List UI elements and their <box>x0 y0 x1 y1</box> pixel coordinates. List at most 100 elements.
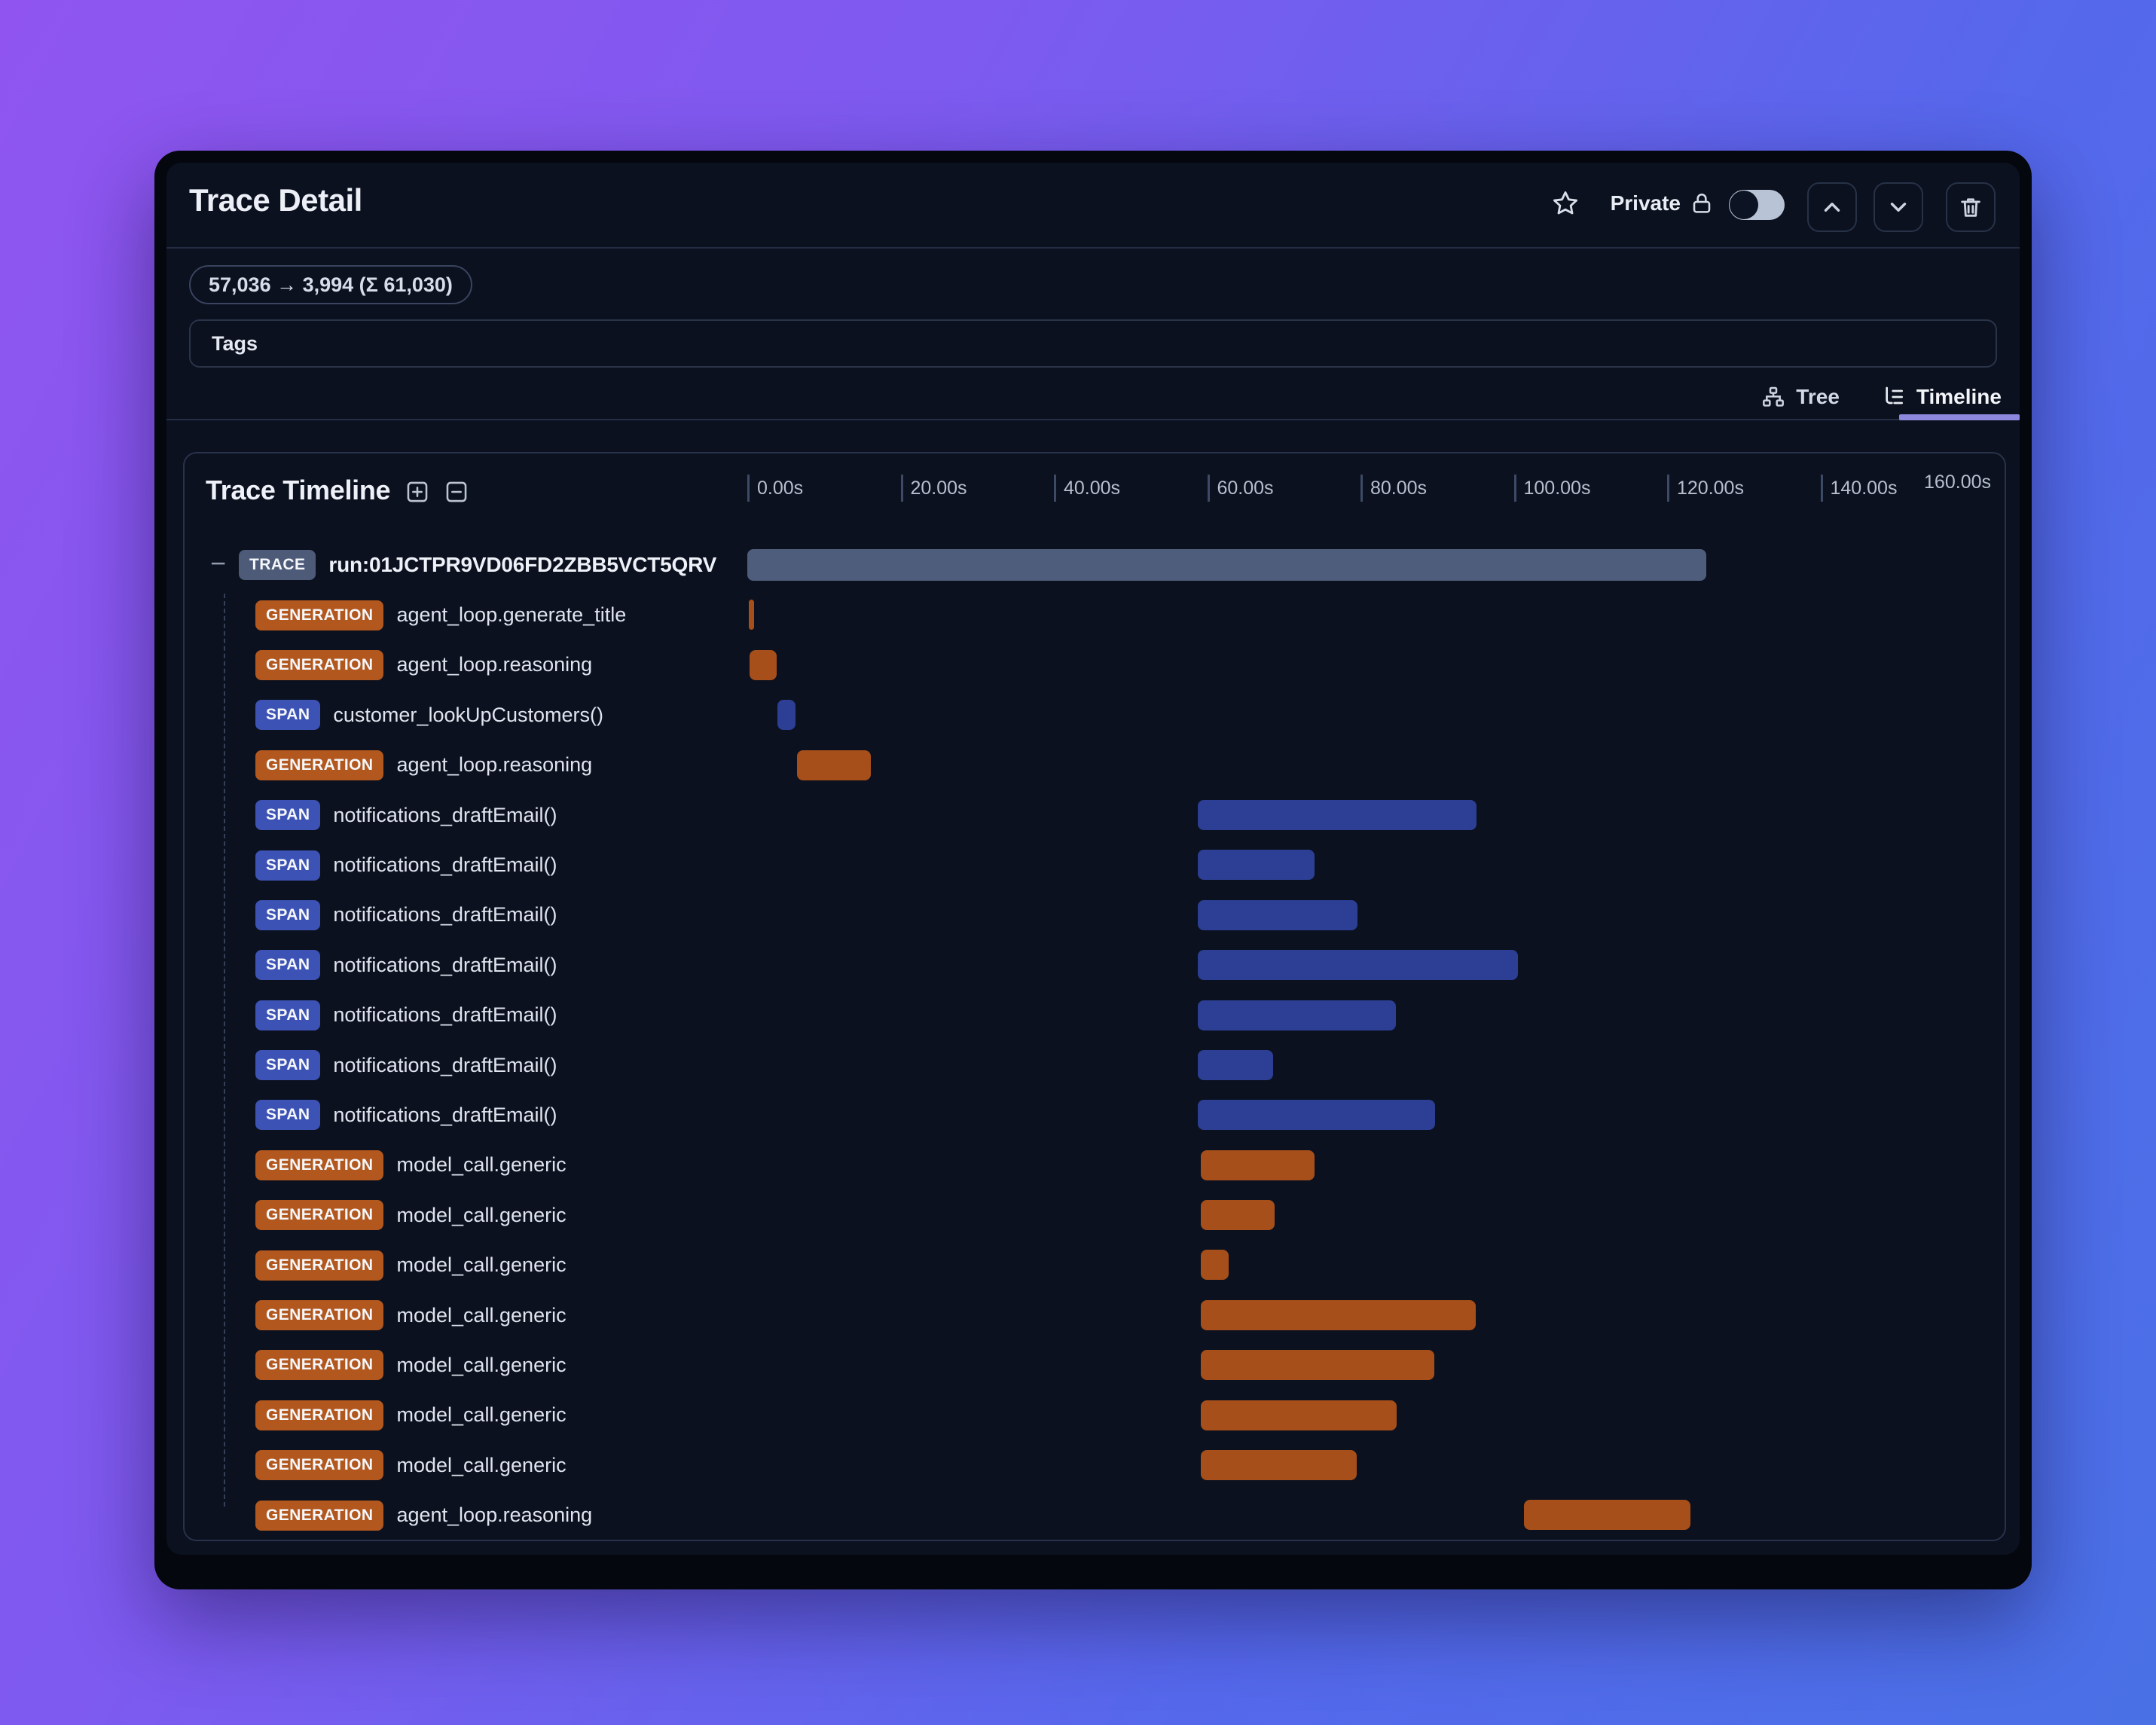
star-icon[interactable] <box>1551 189 1580 218</box>
timeline-row[interactable]: GENERATION agent_loop.generate_title <box>185 590 2005 640</box>
timeline-bar[interactable] <box>750 649 777 680</box>
tick-mark <box>1360 475 1363 502</box>
observation-name: notifications_draftEmail() <box>333 1003 557 1027</box>
tick-mark <box>1207 475 1210 502</box>
axis-tick: 140.00s <box>1820 475 1897 502</box>
observation-name: agent_loop.reasoning <box>396 1504 593 1527</box>
observation-name: customer_lookUpCustomers() <box>333 703 603 726</box>
tick-label: 0.00s <box>757 477 804 499</box>
row-label: GENERATION model_call.generic <box>185 1290 566 1340</box>
privacy-toggle[interactable] <box>1729 190 1785 220</box>
timeline-bar[interactable] <box>1201 1250 1229 1281</box>
privacy-label: Private <box>1610 191 1681 215</box>
chevron-up-button[interactable] <box>1807 182 1857 232</box>
timeline-row[interactable]: SPAN notifications_draftEmail() <box>185 991 2005 1040</box>
timeline-row[interactable]: SPAN notifications_draftEmail() <box>185 840 2005 890</box>
timeline-bar[interactable] <box>1201 1450 1357 1481</box>
active-tab-underline <box>1899 414 2020 420</box>
timeline-bar[interactable] <box>1201 1149 1315 1180</box>
timeline-bar[interactable] <box>749 600 755 630</box>
tick-mark <box>1667 475 1669 502</box>
timeline-bar[interactable] <box>747 549 1706 581</box>
observation-name: agent_loop.reasoning <box>396 653 593 676</box>
observation-type-badge: GENERATION <box>255 1400 384 1430</box>
timeline-row[interactable]: SPAN notifications_draftEmail() <box>185 940 2005 990</box>
timeline-row[interactable]: GENERATION model_call.generic <box>185 1440 2005 1490</box>
tab-tree[interactable]: Tree <box>1761 375 1840 419</box>
observation-name: run:01JCTPR9VD06FD2ZBB5VCT5QRV <box>328 553 717 577</box>
timeline-row[interactable]: SPAN notifications_draftEmail() <box>185 890 2005 940</box>
timeline-bar[interactable] <box>1201 1200 1275 1231</box>
row-label: GENERATION agent_loop.generate_title <box>185 590 626 640</box>
timeline-bar[interactable] <box>1198 899 1357 930</box>
axis-tick: 40.00s <box>1054 475 1120 502</box>
timeline-bar[interactable] <box>1198 1000 1396 1030</box>
timeline-row[interactable]: SPAN notifications_draftEmail() <box>185 1090 2005 1140</box>
axis-tick: 60.00s <box>1207 475 1274 502</box>
observation-name: model_call.generic <box>396 1403 566 1427</box>
timeline-row[interactable]: GENERATION model_call.generic <box>185 1290 2005 1340</box>
collapse-all-button[interactable] <box>444 479 469 505</box>
timeline-row[interactable]: GENERATION model_call.generic <box>185 1240 2005 1290</box>
tab-timeline[interactable]: Timeline <box>1882 375 2002 419</box>
trash-button[interactable] <box>1946 182 1996 232</box>
observation-name: model_call.generic <box>396 1453 566 1476</box>
trace-timeline-title: Trace Timeline <box>206 475 391 505</box>
observation-type-badge: SPAN <box>255 1000 321 1030</box>
timeline-row[interactable]: GENERATION model_call.generic <box>185 1340 2005 1390</box>
timeline-row[interactable]: GENERATION model_call.generic <box>185 1391 2005 1440</box>
observation-name: model_call.generic <box>396 1203 566 1226</box>
row-label: GENERATION model_call.generic <box>185 1440 566 1490</box>
observation-type-badge: SPAN <box>255 899 321 930</box>
timeline-row[interactable]: GENERATION agent_loop.reasoning <box>185 640 2005 690</box>
row-label: SPAN notifications_draftEmail() <box>185 991 557 1040</box>
axis-tick: 80.00s <box>1360 475 1427 502</box>
row-label: GENERATION agent_loop.reasoning <box>185 640 592 690</box>
list-tree-icon <box>1886 386 1903 405</box>
tick-mark <box>1054 475 1056 502</box>
tick-label: 160.00s <box>1924 472 1991 493</box>
app-surface: Trace Detail Private <box>166 163 2020 1555</box>
row-label: SPAN notifications_draftEmail() <box>185 940 557 990</box>
timeline-row[interactable]: − TRACE run:01JCTPR9VD06FD2ZBB5VCT5QRV <box>185 540 2005 590</box>
tick-label: 80.00s <box>1370 477 1428 499</box>
observation-type-badge: GENERATION <box>255 1200 384 1231</box>
timeline-bar[interactable] <box>1198 1100 1435 1131</box>
timeline-row[interactable]: GENERATION agent_loop.reasoning <box>185 1490 2005 1540</box>
timeline-row[interactable]: GENERATION agent_loop.reasoning <box>185 740 2005 790</box>
chevron-down-button[interactable] <box>1874 182 1923 232</box>
timeline-bar[interactable] <box>1523 1500 1690 1531</box>
tags-input[interactable]: Tags <box>189 319 1997 368</box>
view-tabs: Tree Timeline <box>1761 375 2002 419</box>
tab-tree-label: Tree <box>1796 385 1840 408</box>
timeline-bar[interactable] <box>1201 1350 1434 1381</box>
timeline-rows: − TRACE run:01JCTPR9VD06FD2ZBB5VCT5QRV GENE… <box>185 540 2005 1540</box>
timeline-bar[interactable] <box>1198 950 1518 981</box>
tick-label: 40.00s <box>1064 477 1121 499</box>
sitemap-icon <box>1763 386 1785 407</box>
timeline-row[interactable]: SPAN customer_lookUpCustomers() <box>185 690 2005 740</box>
tick-label: 20.00s <box>910 477 967 499</box>
timeline-bar[interactable] <box>1198 850 1315 881</box>
expand-all-button[interactable] <box>405 479 430 505</box>
timeline-bar[interactable] <box>1198 1049 1273 1080</box>
row-label: SPAN notifications_draftEmail() <box>185 1040 557 1090</box>
timeline-bar[interactable] <box>777 700 796 731</box>
timeline-bar[interactable] <box>1201 1400 1397 1430</box>
collapse-toggle-icon[interactable]: − <box>210 548 227 579</box>
timeline-row[interactable]: GENERATION model_call.generic <box>185 1190 2005 1240</box>
trace-detail-window: Trace Detail Private <box>154 151 2032 1589</box>
observation-name: agent_loop.generate_title <box>396 603 627 627</box>
timeline-bar[interactable] <box>1201 1299 1476 1330</box>
observation-name: notifications_draftEmail() <box>333 1053 557 1076</box>
timeline-bar[interactable] <box>797 750 871 780</box>
timeline-bar[interactable] <box>1198 799 1477 830</box>
timeline-row[interactable]: GENERATION model_call.generic <box>185 1140 2005 1190</box>
observation-name: model_call.generic <box>396 1153 566 1177</box>
timeline-row[interactable]: SPAN notifications_draftEmail() <box>185 790 2005 840</box>
tab-timeline-label: Timeline <box>1916 385 2002 408</box>
row-label: GENERATION agent_loop.reasoning <box>185 1490 592 1540</box>
timeline-row[interactable]: SPAN notifications_draftEmail() <box>185 1040 2005 1090</box>
observation-type-badge: SPAN <box>255 700 321 731</box>
